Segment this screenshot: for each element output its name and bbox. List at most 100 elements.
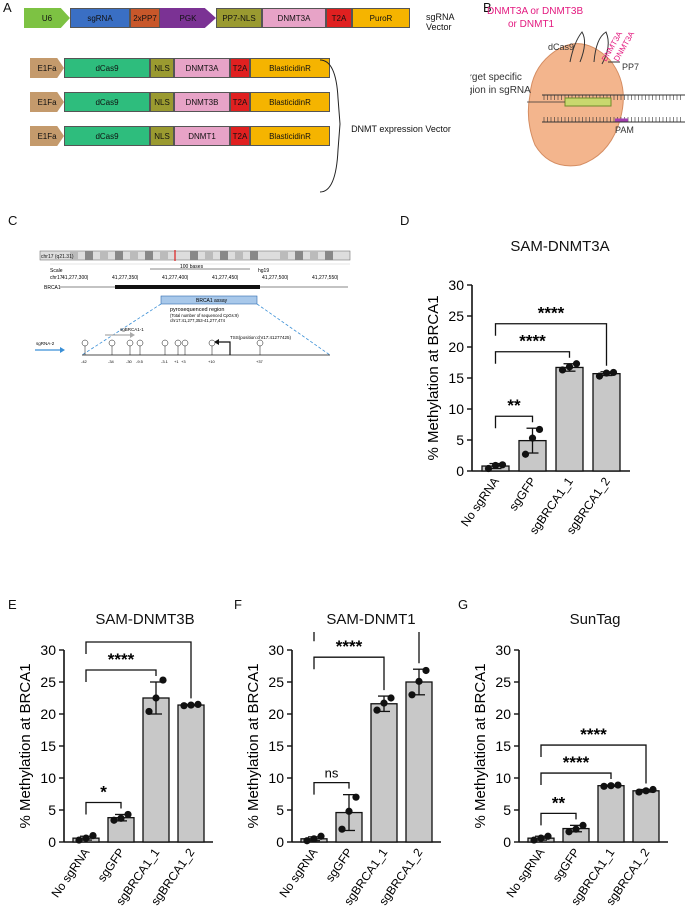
y-tick-label: 5: [276, 802, 284, 818]
y-tick-label: 30: [448, 277, 464, 293]
scale-label: Scale: [50, 268, 63, 274]
pp7-label: PP7: [622, 62, 639, 72]
data-point: [521, 450, 530, 458]
expr-element-dcas9: dCas9: [64, 58, 150, 78]
cpg-position: -42: [81, 359, 88, 364]
data-point: [484, 464, 493, 473]
sg-element-puror: PuroR: [352, 8, 410, 28]
bar: [177, 704, 205, 843]
data-point: [303, 837, 311, 845]
data-point: [187, 701, 195, 709]
expr-element-e1fa: E1Fa: [30, 126, 64, 146]
data-point: [415, 677, 423, 685]
expr-element-dnmt3a: DNMT3A: [174, 58, 230, 78]
data-point: [530, 836, 538, 844]
pyro-title: pyrosequenced region: [170, 307, 224, 313]
category-label: sgGFP: [506, 475, 539, 514]
cpg-site: [174, 339, 182, 347]
y-axis-label: % Methylation at BRCA1: [425, 295, 442, 460]
data-point: [117, 814, 125, 822]
expr-element-t2a: T2A: [230, 58, 250, 78]
sgrna1-label: sgBRCA1-1: [120, 327, 144, 332]
cpg-position: +3: [181, 359, 186, 364]
y-axis-label: % Methylation at BRCA1: [245, 663, 262, 828]
pyro-coords: chr17:41,277,353-41,277,474: [170, 318, 226, 323]
sg-element-u6: U6: [24, 8, 70, 28]
data-point: [607, 782, 615, 790]
chart-g-title: SunTag: [569, 611, 621, 628]
panel-label-g: G: [458, 597, 469, 612]
dcas9-schematic: DNMT3A or DNMT3B or DNMT1 dCas9 DNMT3A D…: [470, 6, 685, 167]
data-point: [124, 810, 132, 819]
chromosome-band: [295, 251, 303, 260]
target-label-line-1: Target specific: [470, 72, 522, 83]
bar: [597, 785, 625, 843]
expr-element-dnmt3b: DNMT3B: [174, 92, 230, 112]
significance-label: ****: [580, 725, 607, 744]
chromosome-band: [160, 251, 168, 260]
y-tick-label: 20: [495, 706, 511, 722]
brca1-locus-diagram: chr17 (q21.31) Scale chr17: 100 bases hg…: [35, 250, 351, 364]
chromosome-band: [235, 251, 243, 260]
panel-label-c: C: [8, 213, 18, 228]
expr-element-dcas9: dCas9: [64, 92, 150, 112]
significance-bracket: [494, 323, 608, 366]
significance-label: ****: [519, 332, 546, 351]
data-point: [310, 835, 318, 843]
coord-tick-label: 41,277,550|: [312, 275, 338, 281]
data-point: [110, 816, 118, 824]
significance-bracket: [540, 772, 612, 786]
y-tick-label: 15: [40, 738, 56, 754]
chart-d: 0 5 10 15 20 25 30 % Methylation at BRCA1 No sgR…: [425, 277, 630, 537]
data-point: [498, 461, 507, 469]
sg-element-pp7-nls: PP7-NLS: [216, 8, 262, 28]
expr-element-e1fa: E1Fa: [30, 92, 64, 112]
category-label: No sgRNA: [276, 846, 320, 900]
data-point: [408, 691, 416, 699]
category-label: sgGFP: [95, 846, 128, 885]
significance-label: ****: [563, 753, 590, 772]
data-point: [387, 694, 395, 702]
cpg-sites: -42 -34 -30 -9.5 -3.1 +1 +3 +10 +37: [81, 339, 264, 364]
data-point: [558, 366, 567, 374]
cpg-site: [136, 339, 144, 347]
target-region: [564, 97, 612, 107]
y-tick-label: 15: [495, 738, 511, 754]
data-point: [572, 360, 581, 368]
y-tick-label: 30: [40, 642, 56, 658]
significance-label: ****: [125, 632, 152, 641]
data-point: [600, 782, 608, 790]
coordinate-ticks: 41,277,300| 41,277,350| 41,277,400| 41,277,…: [62, 275, 338, 281]
y-tick-label: 10: [495, 770, 511, 786]
pam-label: PAM: [615, 125, 634, 135]
cpg-site: [181, 339, 189, 347]
y-tick-label: 20: [268, 706, 284, 722]
data-point: [544, 832, 552, 840]
sg-element-pgk: PGK: [160, 8, 216, 28]
y-tick-label: 0: [276, 834, 284, 850]
bar: [632, 790, 660, 843]
significance-label: *: [100, 782, 107, 801]
bar: [142, 697, 170, 843]
expr-element-t2a: T2A: [230, 126, 250, 146]
chromosome-band: [190, 251, 198, 260]
data-point: [565, 363, 574, 371]
bar: [592, 373, 621, 472]
sgrna-vector-row: U6 sgRNA 2xPP7 PGK PP7-NLS DNMT3A T2A PuroR: [24, 8, 484, 28]
chromosome-band: [70, 251, 78, 260]
expr-element-dnmt1: DNMT1: [174, 126, 230, 146]
expr-element-nls: NLS: [150, 92, 174, 112]
significance-bracket: [540, 744, 647, 784]
coord-tick-label: 41,277,450|: [212, 275, 238, 281]
cpg-position: -9.5: [136, 359, 144, 364]
target-label-line-2: region in sgRNA: [470, 85, 531, 96]
vector-bracket: [319, 59, 341, 193]
panel-label-a: A: [3, 0, 12, 15]
expr-element-t2a: T2A: [230, 92, 250, 112]
data-point: [317, 832, 325, 840]
y-tick-label: 15: [268, 738, 284, 754]
y-tick-label: 20: [448, 339, 464, 355]
bar: [405, 681, 433, 843]
y-tick-label: 5: [503, 802, 511, 818]
cpg-site: [161, 339, 169, 347]
